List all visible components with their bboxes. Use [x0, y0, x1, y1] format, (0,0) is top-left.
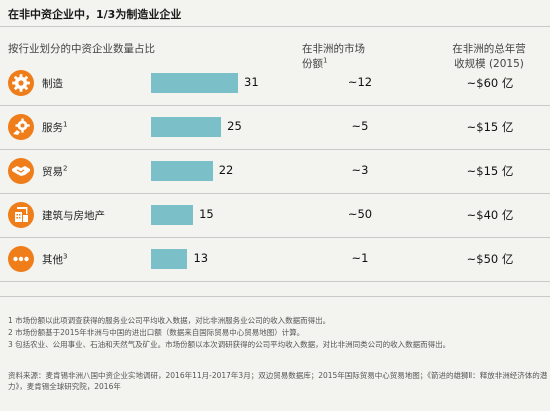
gear-icon	[8, 70, 34, 96]
category-label: 制造	[42, 76, 63, 91]
more-dots-icon	[8, 246, 34, 272]
market-size-value: ~$15 亿	[466, 120, 514, 134]
bar	[151, 205, 194, 225]
row-divider	[0, 149, 550, 150]
row-divider	[0, 237, 550, 238]
bar	[151, 161, 213, 181]
market-size-value: ~$40 亿	[466, 208, 514, 222]
category-label: 其他3	[42, 252, 67, 267]
market-size-value: ~$60 亿	[466, 76, 514, 90]
category-footnote-marker: 2	[63, 164, 68, 173]
bar-value-label: 25	[227, 119, 242, 133]
category-label: 贸易2	[42, 164, 67, 179]
category-label-text: 贸易	[42, 166, 63, 178]
construction-icon	[8, 202, 34, 228]
header-market-share: 在非洲的市场 份额1	[302, 42, 412, 72]
market-size-value: ~$50 亿	[466, 252, 514, 266]
market-share-value: ~1	[351, 251, 369, 265]
title-divider	[0, 26, 550, 27]
handshake-icon	[8, 158, 34, 184]
page-title: 在非中资企业中，1/3为制造业企业	[8, 8, 182, 21]
header-market-share-line2: 份额1	[302, 57, 412, 72]
category-label-text: 服务	[42, 122, 63, 134]
header-market-share-sup: 1	[323, 56, 328, 65]
row-divider	[0, 281, 550, 282]
footnote-divider	[0, 296, 550, 297]
row-divider	[0, 105, 550, 106]
header-market-share-line1: 在非洲的市场	[302, 43, 365, 55]
bar-value-label: 13	[193, 251, 209, 265]
header-market-size: 在非洲的总年营 收规模 (2015)	[430, 42, 548, 72]
category-footnote-marker: 3	[63, 252, 68, 261]
market-share-value: ~3	[351, 163, 369, 177]
bar	[151, 117, 222, 137]
service-gear-icon	[8, 114, 34, 140]
category-label: 服务1	[42, 120, 67, 135]
bar	[151, 73, 238, 93]
category-label-text: 建筑与房地产	[42, 210, 105, 222]
header-market-size-line1: 在非洲的总年营	[452, 43, 526, 55]
bar-value-label: 22	[218, 163, 234, 177]
row-divider	[0, 193, 550, 194]
category-footnote-marker: 1	[63, 120, 68, 129]
footnote-2: 2 市场份额基于2015年非洲与中国的进出口额（数据来自国际贸易中心贸易地图）计…	[8, 328, 305, 337]
category-label: 建筑与房地产	[42, 208, 105, 223]
footnote-1: 1 市场份额以此项调查获得的服务业公司平均收入数据，对比非洲服务业公司的收入数据…	[8, 316, 331, 325]
footnote-3: 3 包括农业、公用事业、石油和天然气及矿业。市场份额以本次调研获得的公司平均收入…	[8, 340, 451, 349]
category-label-text: 制造	[42, 78, 63, 90]
category-label-text: 其他	[42, 254, 63, 266]
market-share-value: ~12	[347, 75, 373, 89]
bar-value-label: 31	[244, 75, 259, 89]
market-size-value: ~$15 亿	[466, 164, 514, 178]
header-market-share-text: 份额	[302, 58, 323, 70]
header-share-of-firms: 按行业划分的中资企业数量占比	[8, 43, 155, 55]
header-market-size-line2: 收规模 (2015)	[454, 58, 524, 70]
market-share-value: ~5	[351, 119, 369, 133]
source-note: 资料来源：麦肯锡非洲八国中资企业实地调研，2016年11月-2017年3月；双边…	[8, 371, 548, 391]
bar	[151, 249, 188, 269]
bar-value-label: 15	[199, 207, 214, 221]
market-share-value: ~50	[347, 207, 373, 221]
